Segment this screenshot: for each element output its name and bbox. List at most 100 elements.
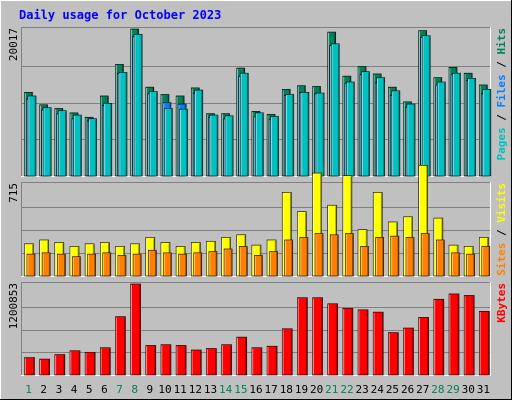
bar-sites-day-12 <box>193 252 203 277</box>
bar-sites-day-25-face <box>390 235 400 277</box>
bar-pages-day-10 <box>164 108 173 177</box>
bar-kbytes-day-2-face <box>39 358 50 376</box>
bar-kbytes-day-29-face <box>448 293 460 376</box>
bar-pages-day-3 <box>58 110 67 177</box>
bar-sites-day-7-face <box>117 255 127 277</box>
day-label-12: 12 <box>189 383 202 396</box>
bar-sites-day-6 <box>102 252 112 277</box>
day-label-7: 7 <box>116 383 123 396</box>
bar-sites-day-24 <box>375 237 385 277</box>
bar-kbytes-day-8 <box>130 283 141 376</box>
bar-sites-day-23-face <box>360 246 369 277</box>
day-label-28: 28 <box>431 383 444 396</box>
bar-pages-day-25-face <box>391 90 401 177</box>
bar-pages-day-1-face <box>27 95 37 177</box>
bar-kbytes-day-30-face <box>463 295 475 376</box>
panel-hits-ymax-label: 20017 <box>7 28 20 61</box>
bar-pages-day-26-face <box>406 103 416 177</box>
bar-kbytes-day-10 <box>160 344 172 376</box>
bar-pages-day-4-face <box>73 114 82 177</box>
bar-sites-day-10 <box>163 252 172 277</box>
bar-sites-day-9-face <box>147 249 157 277</box>
bar-sites-day-16-face <box>254 255 263 277</box>
bar-pages-day-16-face <box>255 112 264 177</box>
bar-pages-day-21-face <box>330 43 340 177</box>
panel-visits-legend-part-2: Visits <box>495 183 508 223</box>
day-label-19: 19 <box>295 383 308 396</box>
bar-sites-day-13-face <box>208 251 218 277</box>
bar-kbytes-day-13-face <box>206 348 217 376</box>
day-label-31: 31 <box>477 383 490 396</box>
bar-sites-day-21-face <box>329 234 339 277</box>
bar-sites-day-1-face <box>26 253 36 277</box>
bar-pages-day-22 <box>346 81 355 177</box>
bar-sites-day-15-face <box>238 246 248 277</box>
bar-sites-day-12-face <box>193 252 203 277</box>
bar-kbytes-day-9-face <box>145 345 157 376</box>
panel-hits-legend-part-4: Hits <box>495 28 508 55</box>
bar-kbytes-day-16 <box>251 347 263 376</box>
bar-pages-day-28-face <box>437 81 446 177</box>
bar-kbytes-day-5-face <box>84 351 96 376</box>
bar-sites-day-5-face <box>87 253 96 277</box>
day-label-27: 27 <box>416 383 429 396</box>
bar-pages-day-1 <box>27 95 37 177</box>
day-label-16: 16 <box>249 383 262 396</box>
bar-sites-day-9 <box>147 249 157 277</box>
bar-sites-day-20 <box>314 233 324 277</box>
panel-visits-legend-part-0: Sites <box>495 243 508 276</box>
bar-kbytes-day-31-face <box>479 311 490 376</box>
bar-kbytes-day-20-face <box>312 297 323 376</box>
day-label-1: 1 <box>25 383 32 396</box>
bar-kbytes-day-20 <box>312 297 323 376</box>
bar-kbytes-day-3-face <box>54 354 66 376</box>
bar-pages-day-18 <box>285 94 295 177</box>
bar-pages-day-31-face <box>482 89 492 177</box>
bar-pages-day-11 <box>179 108 188 177</box>
bar-pages-day-15 <box>239 72 249 177</box>
bar-kbytes-day-26-face <box>403 327 414 376</box>
bar-kbytes-day-8-face <box>130 283 141 376</box>
bar-sites-day-2 <box>41 252 51 277</box>
bar-kbytes-day-22-face <box>342 308 354 376</box>
bar-kbytes-day-26 <box>403 327 414 376</box>
bar-sites-day-8 <box>132 253 142 277</box>
bar-sites-day-1 <box>26 253 36 277</box>
bar-kbytes-day-21-face <box>327 303 339 376</box>
bar-pages-day-2-face <box>42 107 52 177</box>
day-label-29: 29 <box>446 383 459 396</box>
panel-hits-legend-part-0: Pages <box>495 127 508 160</box>
bar-sites-day-10-face <box>163 252 172 277</box>
bar-pages-day-28 <box>437 81 446 177</box>
bar-pages-day-12-face <box>194 89 204 177</box>
bar-kbytes-day-25-face <box>388 332 399 376</box>
bar-pages-day-26 <box>406 103 416 177</box>
bar-pages-day-13-face <box>209 114 219 177</box>
bar-pages-day-21 <box>330 43 340 177</box>
bar-kbytes-day-1 <box>24 357 35 376</box>
panel-kbytes-ymax-label: 1200853 <box>7 283 20 329</box>
panel-visits-series-legend: Sites / Visits <box>495 183 508 276</box>
bar-kbytes-day-18 <box>281 328 293 376</box>
day-label-25: 25 <box>386 383 399 396</box>
bar-sites-day-27 <box>420 233 430 277</box>
bar-pages-day-17-face <box>270 116 279 177</box>
bar-kbytes-day-23 <box>357 309 369 376</box>
bar-kbytes-day-30 <box>463 295 475 376</box>
bar-kbytes-day-22 <box>342 308 354 376</box>
bar-kbytes-day-28 <box>433 298 445 376</box>
bar-kbytes-day-17 <box>266 345 278 376</box>
day-label-4: 4 <box>71 383 78 396</box>
bar-sites-day-14 <box>223 248 233 277</box>
bar-sites-day-21 <box>329 234 339 277</box>
bar-kbytes-day-12 <box>190 349 202 376</box>
day-label-14: 14 <box>219 383 233 396</box>
bar-sites-day-8-face <box>132 253 142 277</box>
bar-sites-day-29-face <box>451 252 460 277</box>
bar-kbytes-day-31 <box>479 311 490 376</box>
day-label-15: 15 <box>234 383 247 396</box>
bar-kbytes-day-4-face <box>69 350 81 376</box>
bar-sites-day-22-face <box>345 233 354 277</box>
bar-kbytes-day-17-face <box>266 345 278 376</box>
bar-sites-day-17 <box>269 251 278 277</box>
